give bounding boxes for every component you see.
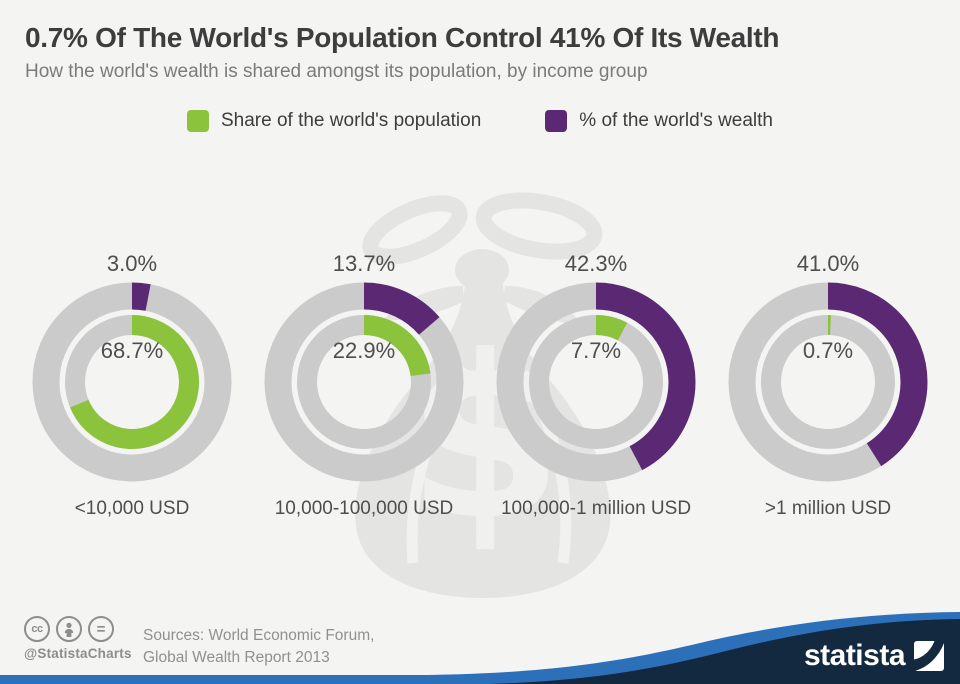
statista-logo-icon (914, 641, 944, 671)
donut-group-over-1m: 41.0% 0.7% >1 million USD (727, 250, 929, 520)
sources-line-1: Sources: World Economic Forum, (143, 627, 375, 644)
legend-item-population: Share of the world's population (186, 110, 482, 132)
income-group-label: <10,000 USD (74, 498, 190, 519)
cc-noderivs-icon: = (88, 616, 114, 642)
wealth-value-label: 41.0% (796, 251, 860, 276)
legend: Share of the world's population % of the… (0, 110, 960, 132)
income-group-label: >1 million USD (764, 498, 892, 519)
wealth-value-label: 13.7% (332, 251, 396, 276)
wealth-value-label: 3.0% (106, 251, 158, 276)
donut-group-100k-1m: 42.3% 7.7% 100,000-1 million USD (495, 250, 697, 520)
donut-chart: 68.7% (32, 282, 232, 482)
donut-chart: 0.7% (728, 282, 928, 482)
income-group-label: 10,000-100,000 USD (274, 498, 454, 519)
header: 0.7% Of The World's Population Control 4… (25, 22, 780, 83)
donut-chart-row: 3.0% 68.7% <10,000 USD 13.7% 22.9% 10,00… (0, 250, 960, 520)
donut-chart: 22.9% (264, 282, 464, 482)
donut-chart: 7.7% (496, 282, 696, 482)
legend-label-wealth: % of the world's wealth (579, 110, 774, 131)
donut-group-10k-100k: 13.7% 22.9% 10,000-100,000 USD (263, 250, 465, 520)
donut-rings (32, 282, 232, 482)
donut-rings (496, 282, 696, 482)
donut-group-under-10k: 3.0% 68.7% <10,000 USD (31, 250, 233, 520)
footer-wave-decoration (0, 612, 960, 684)
population-value-label: 22.9% (332, 338, 396, 363)
cc-license-icon: cc (24, 616, 50, 642)
population-value-label: 7.7% (570, 338, 622, 363)
page-title: 0.7% Of The World's Population Control 4… (25, 22, 780, 53)
statista-handle: @StatistaCharts (24, 646, 132, 661)
license-icons: cc = (24, 616, 132, 642)
page-subtitle: How the world's wealth is shared amongst… (25, 61, 648, 82)
population-value-label: 0.7% (802, 338, 854, 363)
population-swatch-icon (186, 110, 209, 132)
cc-attribution-icon (56, 616, 82, 642)
donut-rings (728, 282, 928, 482)
income-group-label: 100,000-1 million USD (500, 498, 692, 519)
license-block: cc = @StatistaCharts (24, 616, 132, 661)
population-value-label: 68.7% (100, 338, 164, 363)
statista-logo-text: statista (803, 639, 906, 672)
sources-line-2: Global Wealth Report 2013 (143, 649, 330, 666)
wealth-value-label: 42.3% (564, 251, 628, 276)
legend-item-wealth: % of the world's wealth (545, 110, 773, 132)
legend-label-population: Share of the world's population (220, 110, 482, 131)
statista-brand: statista (804, 641, 944, 671)
sources-note: Sources: World Economic Forum, Global We… (143, 625, 374, 669)
donut-rings (264, 282, 464, 482)
wealth-swatch-icon (545, 110, 568, 132)
